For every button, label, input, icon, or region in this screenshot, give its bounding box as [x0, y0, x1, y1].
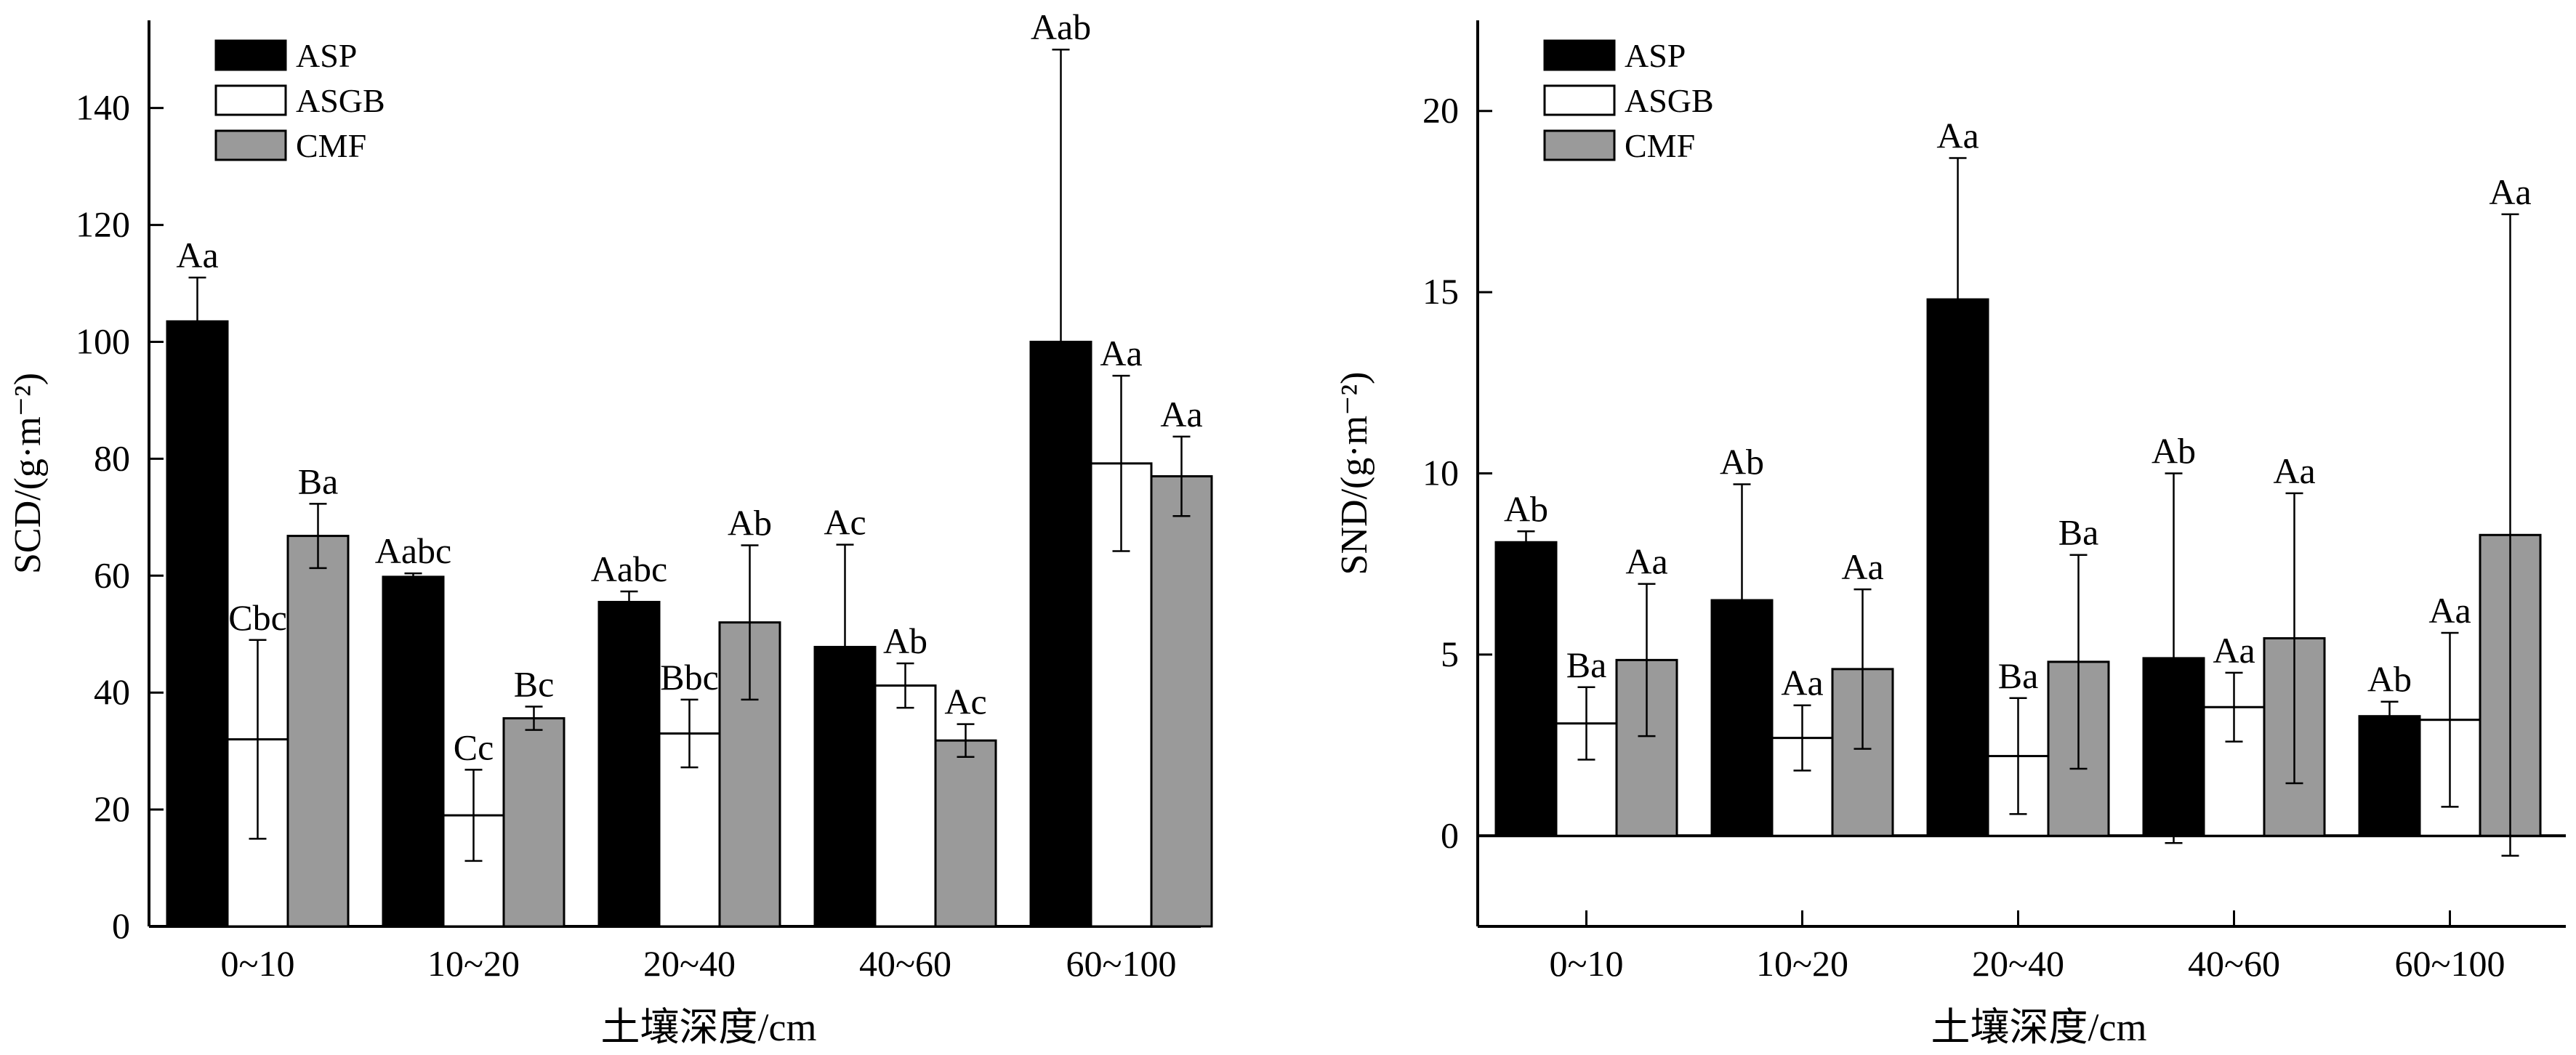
- y-tick-label: 10: [1422, 453, 1459, 493]
- scd-chart: 0 20 40 60 80 100 120 140 0~10 10~20 20~40 40~60 60~…: [7, 7, 1213, 1049]
- bar-asp-4: [2358, 715, 2421, 837]
- legend-swatch-asgb: [1543, 84, 1616, 116]
- significance-label: Ac: [944, 682, 986, 722]
- bar-cmf-1: [502, 717, 565, 928]
- y-tick-label: 15: [1422, 271, 1459, 312]
- x-tick-label: 20~40: [643, 943, 736, 984]
- legend-swatch-asp: [214, 39, 287, 71]
- legend-label-asp: ASP: [1625, 37, 1686, 74]
- legend-swatch-cmf: [1543, 129, 1616, 161]
- legend-swatch-cmf: [214, 129, 287, 161]
- significance-label: Aab: [1031, 7, 1091, 47]
- bar-asp-1: [382, 575, 445, 928]
- x-tick-label: 0~10: [1549, 943, 1623, 984]
- y-axis-label: SCD/(g·m⁻²): [7, 373, 49, 574]
- significance-label: Ba: [298, 461, 339, 501]
- significance-label: Aabc: [591, 549, 668, 589]
- legend-label-asgb: ASGB: [1625, 82, 1714, 119]
- x-axis-label: 土壤深度/cm: [601, 1006, 817, 1049]
- significance-label: Ab: [728, 502, 772, 543]
- legend-label-asp: ASP: [296, 37, 357, 74]
- significance-label: Ab: [1504, 488, 1548, 529]
- legend-swatch-asp: [1543, 39, 1616, 71]
- significance-label: Aa: [1841, 546, 1883, 587]
- y-tick-label: 5: [1441, 634, 1459, 674]
- y-tick-label: 80: [94, 437, 130, 478]
- bar-asp-0: [166, 320, 229, 928]
- significance-label: Aa: [1936, 116, 1979, 156]
- y-tick-label: 0: [1441, 815, 1459, 855]
- significance-label: Bc: [514, 664, 555, 705]
- x-tick-label: 10~20: [1756, 943, 1848, 984]
- significance-label: Ab: [2367, 659, 2412, 700]
- significance-label: Ba: [1998, 655, 2039, 696]
- snd-chart: 0 5 10 15 20 0~10 10~20 20~40 40~60 60~100 Ab Ab Aa A…: [1334, 20, 2566, 1049]
- x-tick-label: 40~60: [2188, 943, 2280, 984]
- significance-label: Ba: [1566, 644, 1607, 685]
- significance-label: Cc: [454, 727, 494, 767]
- x-tick-label: 40~60: [859, 943, 951, 984]
- y-tick-label: 0: [112, 905, 130, 946]
- significance-label: Ac: [824, 502, 866, 543]
- x-tick-label: 10~20: [427, 943, 520, 984]
- significance-label: Aabc: [375, 530, 452, 571]
- y-tick-label: 40: [94, 671, 130, 712]
- bar-cmf-3: [934, 739, 997, 928]
- y-tick-label: 20: [1422, 90, 1459, 131]
- x-tick-label: 20~40: [1972, 943, 2064, 984]
- significance-label: Bbc: [660, 657, 719, 698]
- significance-label: Aa: [2213, 630, 2255, 671]
- bar-asp-2: [597, 600, 661, 928]
- significance-label: Aa: [1781, 663, 1823, 703]
- significance-label: Aa: [1100, 333, 1142, 373]
- y-tick-label: 100: [76, 320, 130, 361]
- significance-label: Aa: [176, 235, 218, 275]
- x-tick-label: 60~100: [1066, 943, 1176, 984]
- bar-asp-0: [1494, 541, 1558, 837]
- significance-label: Ba: [2058, 512, 2099, 553]
- x-tick-label: 0~10: [220, 943, 294, 984]
- significance-label: Aa: [1625, 541, 1667, 582]
- significance-label: Aa: [2489, 171, 2531, 212]
- x-tick-label: 60~100: [2394, 943, 2505, 984]
- x-axis-label: 土壤深度/cm: [1931, 1006, 2147, 1049]
- y-axis-label: SND/(g·m⁻²): [1334, 372, 1375, 575]
- significance-label: Aa: [1160, 394, 1202, 434]
- legend-label-asgb: ASGB: [296, 82, 385, 119]
- significance-label: Aa: [2428, 590, 2471, 631]
- y-tick-label: 140: [76, 87, 130, 128]
- significance-label: Ab: [2152, 431, 2196, 472]
- significance-label: Aa: [2273, 450, 2315, 491]
- significance-label: Ab: [883, 621, 927, 661]
- y-tick-label: 120: [76, 204, 130, 245]
- y-tick-label: 20: [94, 788, 130, 829]
- bar-cmf-0: [286, 535, 350, 928]
- legend-swatch-asgb: [214, 84, 287, 116]
- significance-label: Ab: [1720, 441, 1764, 482]
- legend-label-cmf: CMF: [1625, 127, 1695, 164]
- bar-cmf-4: [1150, 475, 1213, 928]
- bar-asgb-3: [874, 684, 937, 928]
- legend-label-cmf: CMF: [296, 127, 366, 164]
- y-tick-label: 60: [94, 554, 130, 595]
- significance-label: Cbc: [228, 597, 287, 638]
